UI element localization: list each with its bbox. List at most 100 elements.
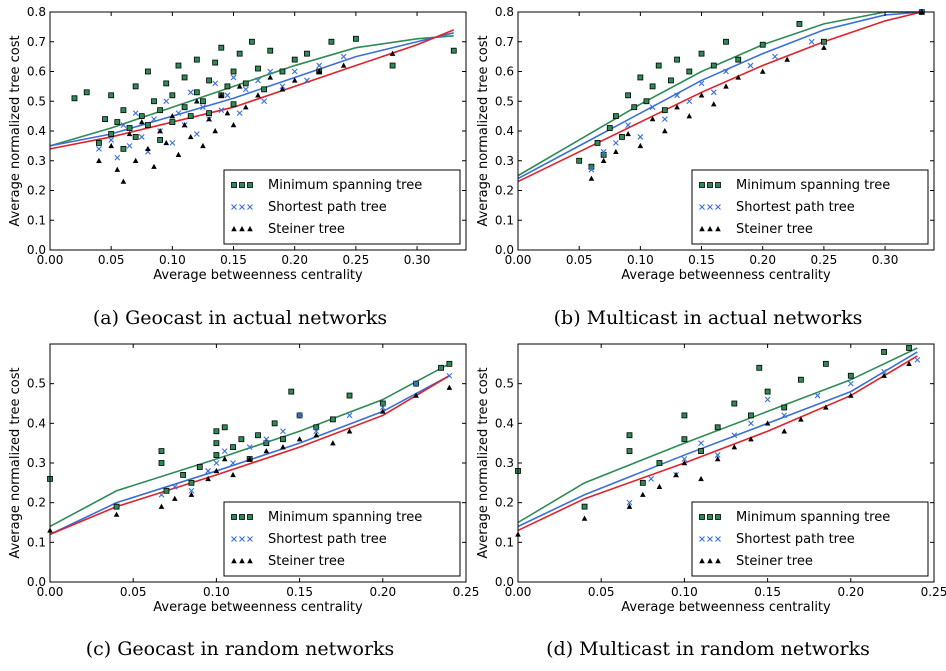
point-s2-15 bbox=[821, 44, 827, 50]
point-s0-9 bbox=[126, 125, 133, 131]
point-s0-0 bbox=[71, 95, 78, 102]
point-s2-21 bbox=[230, 122, 237, 128]
point-s0-18 bbox=[163, 80, 170, 87]
y-tick-label: 0.6 bbox=[27, 65, 46, 79]
point-s0-17 bbox=[271, 420, 278, 427]
legend-label-0: Minimum spanning tree bbox=[268, 510, 422, 525]
point-s0-12 bbox=[655, 62, 662, 69]
point-s1-1 bbox=[600, 148, 607, 155]
point-s1-28 bbox=[291, 68, 298, 75]
point-s2-5 bbox=[649, 116, 656, 122]
point-s1-4 bbox=[126, 142, 133, 149]
point-s2-8 bbox=[151, 163, 157, 169]
legend: Minimum spanning tree Shortest path tree S… bbox=[691, 169, 929, 245]
point-s0-19 bbox=[288, 388, 295, 395]
point-s2-16 bbox=[380, 408, 386, 414]
point-s0-16 bbox=[822, 360, 829, 367]
point-s1-13 bbox=[772, 53, 778, 60]
point-s2-9 bbox=[731, 444, 738, 450]
point-s1-8 bbox=[151, 116, 157, 122]
point-s0-12 bbox=[230, 444, 236, 451]
point-s0-36 bbox=[236, 50, 243, 57]
point-s0-6 bbox=[619, 134, 625, 140]
point-s1-14 bbox=[413, 380, 419, 387]
point-s0-24 bbox=[187, 113, 194, 120]
x-tick-label: 0.25 bbox=[453, 585, 480, 599]
point-s2-12 bbox=[781, 428, 788, 434]
point-s2-18 bbox=[446, 384, 453, 390]
point-s0-10 bbox=[731, 400, 738, 407]
legend-marker-1-0 bbox=[699, 204, 705, 210]
legend-box bbox=[223, 169, 461, 245]
point-s1-8 bbox=[263, 436, 270, 443]
legend-marker-2-2 bbox=[715, 558, 721, 564]
point-s0-17 bbox=[157, 137, 164, 143]
point-s1-0 bbox=[158, 491, 165, 498]
y-tick-label: 0.4 bbox=[27, 124, 46, 138]
point-s1-9 bbox=[280, 428, 286, 435]
y-tick-label: 0.8 bbox=[495, 5, 514, 19]
legend-marker-2-0 bbox=[699, 226, 705, 232]
point-s2-7 bbox=[221, 456, 228, 462]
legend-label-0: Minimum spanning tree bbox=[268, 178, 422, 193]
y-tick-label: 0.2 bbox=[495, 496, 514, 510]
legend-marker-2-0 bbox=[231, 558, 237, 564]
point-s2-11 bbox=[280, 444, 286, 450]
y-tick-label: 0.1 bbox=[27, 213, 46, 227]
point-s1-22 bbox=[236, 110, 243, 117]
legend-marker-0-2 bbox=[715, 514, 721, 520]
point-s2-2 bbox=[613, 148, 619, 155]
point-s1-10 bbox=[710, 89, 717, 96]
point-s2-23 bbox=[242, 104, 249, 110]
y-tick-label: 0.1 bbox=[495, 213, 514, 227]
point-s0-4 bbox=[639, 479, 646, 486]
point-s2-11 bbox=[723, 83, 729, 89]
point-s1-20 bbox=[224, 92, 231, 99]
point-s1-14 bbox=[187, 89, 194, 96]
point-s0-18 bbox=[280, 436, 286, 443]
fit-line-1 bbox=[517, 11, 922, 180]
y-tick-label: 0.5 bbox=[27, 94, 46, 108]
point-s2-19 bbox=[218, 92, 225, 98]
point-s0-22 bbox=[796, 20, 803, 27]
point-s1-6 bbox=[138, 134, 145, 140]
point-s2-6 bbox=[138, 119, 145, 125]
point-s0-21 bbox=[175, 62, 182, 69]
point-s2-30 bbox=[389, 50, 396, 56]
legend-marker-2-1 bbox=[239, 226, 245, 232]
point-s2-17 bbox=[206, 116, 212, 122]
x-tick-label: 0.25 bbox=[343, 253, 370, 267]
point-s1-2 bbox=[114, 154, 121, 161]
point-s2-12 bbox=[735, 74, 742, 80]
fit-line-0 bbox=[49, 35, 454, 147]
point-s1-8 bbox=[686, 98, 693, 105]
chart-panel-2: 0.00 0.05 0.10 0.15 0.20 0.25 0.0 0.1 0.2 0.3 0.4 0… bbox=[8, 343, 480, 615]
x-tick-label: 0.00 bbox=[37, 585, 64, 599]
point-s1-5 bbox=[221, 448, 228, 454]
y-tick-label: 0.3 bbox=[495, 154, 514, 168]
point-s0-6 bbox=[681, 412, 688, 419]
point-s0-40 bbox=[261, 86, 268, 93]
point-s2-17 bbox=[906, 360, 912, 367]
point-s2-12 bbox=[175, 151, 182, 157]
point-s1-5 bbox=[649, 104, 656, 111]
point-s0-39 bbox=[255, 65, 261, 72]
point-s0-1 bbox=[113, 503, 120, 510]
point-s0-28 bbox=[206, 77, 212, 84]
point-s2-7 bbox=[674, 104, 680, 110]
point-s0-5 bbox=[108, 92, 115, 99]
y-axis-label: Average normalized tree cost bbox=[8, 367, 23, 558]
y-tick-label: 0.5 bbox=[27, 377, 46, 391]
point-s0-5 bbox=[656, 460, 663, 466]
point-s1-1 bbox=[108, 137, 115, 143]
point-s2-13 bbox=[313, 432, 320, 438]
point-s2-6 bbox=[681, 460, 688, 466]
point-s1-4 bbox=[637, 134, 644, 140]
point-s2-14 bbox=[330, 440, 336, 446]
fit-line-2 bbox=[517, 355, 918, 532]
point-s2-9 bbox=[246, 456, 253, 462]
point-s0-27 bbox=[446, 360, 453, 367]
point-s0-22 bbox=[329, 416, 336, 423]
point-s2-25 bbox=[267, 74, 274, 80]
